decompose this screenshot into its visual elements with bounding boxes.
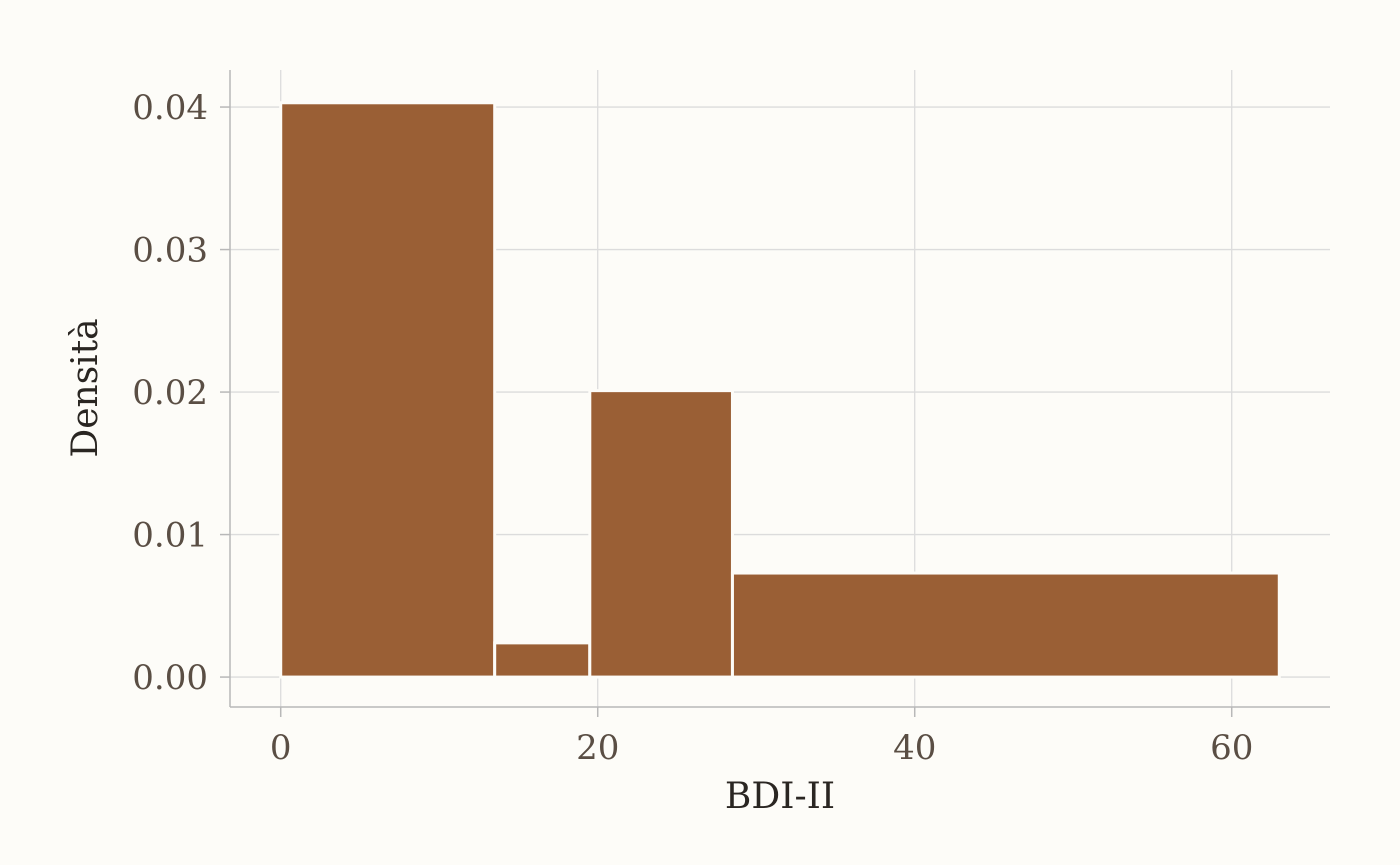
x-tick-label-0: 0 [270, 728, 292, 768]
histogram-bar-0 [279, 101, 497, 679]
histogram-bar-3 [730, 571, 1281, 679]
x-tick-label-1: 20 [576, 728, 619, 768]
bars [279, 101, 1281, 679]
y-tick-label-2: 0.02 [132, 373, 208, 413]
x-tick-label-3: 60 [1210, 728, 1253, 768]
y-tick-label-3: 0.03 [132, 231, 208, 271]
x-axis-title: BDI-II [725, 776, 835, 817]
y-tick-label-0: 0.00 [132, 658, 208, 698]
y-axis-title: Densità [65, 318, 106, 457]
x-tick-label-2: 40 [893, 728, 936, 768]
histogram-bar-2 [588, 389, 734, 679]
y-tick-label-1: 0.01 [132, 516, 208, 556]
histogram-bar-1 [493, 641, 592, 679]
axes: 0.00 0.01 0.02 0.03 0.04 0 20 40 60 [132, 70, 1330, 768]
y-tick-label-4: 0.04 [132, 88, 208, 128]
